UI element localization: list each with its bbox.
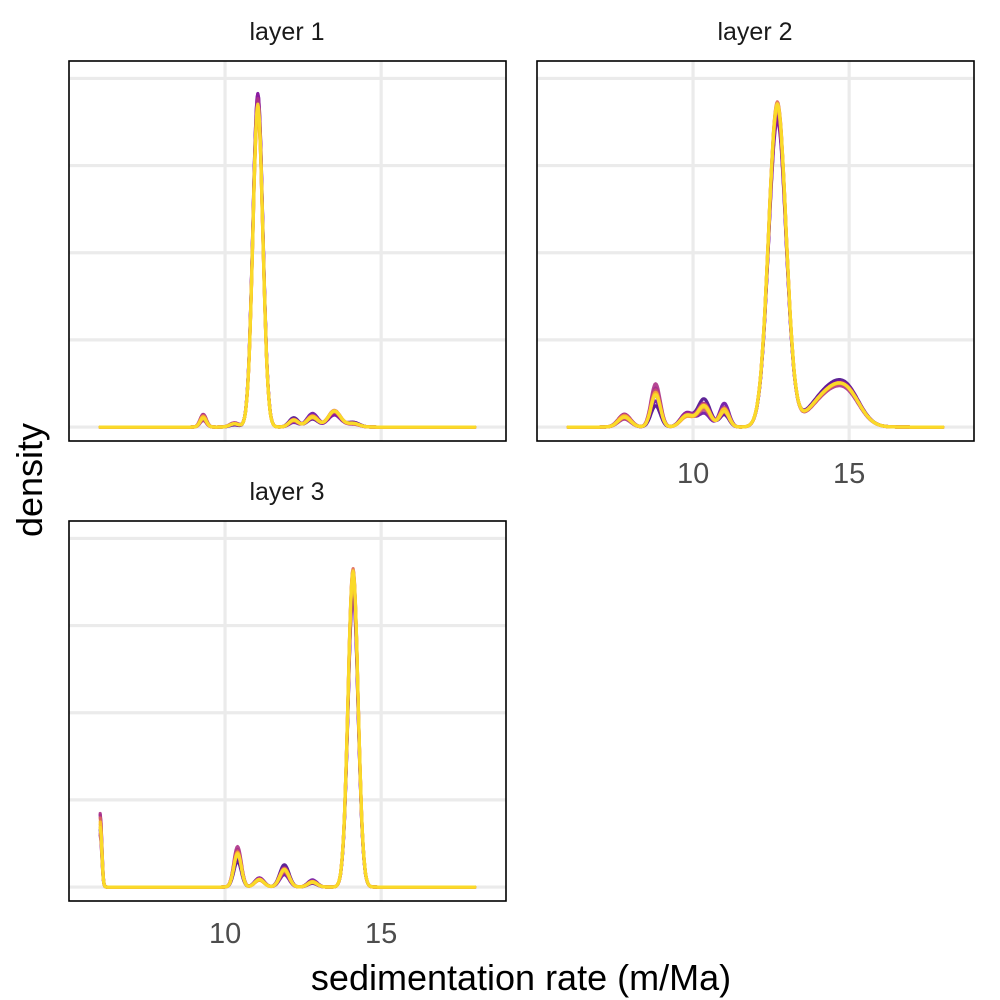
density-curve-10 (566, 102, 945, 429)
density-curve-1 (566, 115, 945, 429)
x-tick-labels-layer-3: 10 15 (209, 918, 397, 950)
panel-border (68, 60, 507, 442)
x-tick-label-15: 15 (365, 918, 397, 950)
density-curve-6 (98, 107, 477, 429)
density-curve-3 (98, 92, 477, 429)
density-curve-7 (98, 568, 477, 889)
x-tick-labels-layer-2: 10 15 (677, 458, 865, 490)
density-curve-7 (98, 109, 477, 429)
x-axis-title: sedimentation rate (m/Ma) (311, 957, 731, 998)
density-curve-9 (98, 104, 477, 429)
facet-title-layer-2: layer 2 (717, 18, 792, 46)
y-axis-title: density (9, 423, 50, 537)
density-curve-8 (98, 571, 477, 889)
density-curve-6 (98, 566, 477, 889)
facet-title-layer-3: layer 3 (249, 478, 324, 506)
density-curve-4 (566, 108, 945, 429)
density-curve-6 (566, 100, 945, 429)
density-curve-8 (566, 104, 945, 429)
facet-title-layer-1: layer 1 (249, 18, 324, 46)
density-curve-10 (98, 569, 477, 889)
density-curve-2 (98, 589, 477, 889)
density-curve-8 (98, 108, 477, 429)
panel-border (68, 520, 507, 902)
density-curve-5 (98, 103, 477, 429)
density-curve-10 (98, 102, 477, 429)
density-curve-9 (98, 572, 477, 889)
x-tick-label-15: 15 (833, 458, 865, 490)
panel-border (536, 60, 975, 442)
density-curve-4 (98, 96, 477, 429)
density-curve-1 (98, 97, 477, 429)
panel-layer-3 (68, 520, 507, 902)
density-curve-1 (98, 585, 477, 889)
density-curve-5 (98, 569, 477, 889)
density-curve-7 (566, 101, 945, 429)
panel-layer-1 (68, 60, 507, 442)
x-tick-label-10: 10 (677, 458, 709, 490)
density-curve-3 (98, 585, 477, 889)
x-tick-label-10: 10 (209, 918, 241, 950)
density-curve-5 (566, 102, 945, 429)
panel-layer-2 (536, 60, 975, 442)
density-curve-2 (98, 91, 477, 429)
density-curve-3 (566, 115, 945, 429)
density-curve-9 (566, 104, 945, 429)
